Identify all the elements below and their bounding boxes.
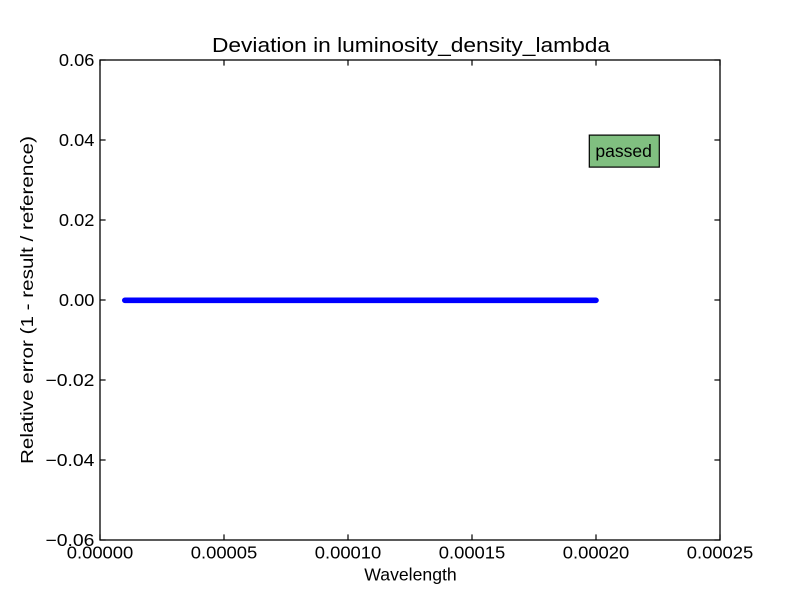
svg-text:0.04: 0.04 xyxy=(59,130,95,150)
svg-text:0.00015: 0.00015 xyxy=(439,543,506,563)
svg-text:−0.06: −0.06 xyxy=(45,530,94,550)
svg-text:0.06: 0.06 xyxy=(59,50,95,70)
svg-text:0.00020: 0.00020 xyxy=(563,543,630,563)
svg-text:−0.04: −0.04 xyxy=(45,450,94,470)
svg-text:Relative error (1 - result / r: Relative error (1 - result / reference) xyxy=(17,136,37,464)
svg-text:−0.02: −0.02 xyxy=(45,370,94,390)
svg-text:passed: passed xyxy=(595,141,652,161)
svg-text:0.00005: 0.00005 xyxy=(191,543,258,563)
svg-text:0.00010: 0.00010 xyxy=(315,543,382,563)
svg-text:0.00: 0.00 xyxy=(59,290,95,310)
svg-text:0.00025: 0.00025 xyxy=(687,543,754,563)
svg-text:0.00000: 0.00000 xyxy=(67,543,134,563)
svg-text:Deviation in luminosity_densit: Deviation in luminosity_density_lambda xyxy=(212,34,611,57)
svg-text:Wavelength: Wavelength xyxy=(364,565,456,585)
svg-text:0.02: 0.02 xyxy=(59,210,95,230)
